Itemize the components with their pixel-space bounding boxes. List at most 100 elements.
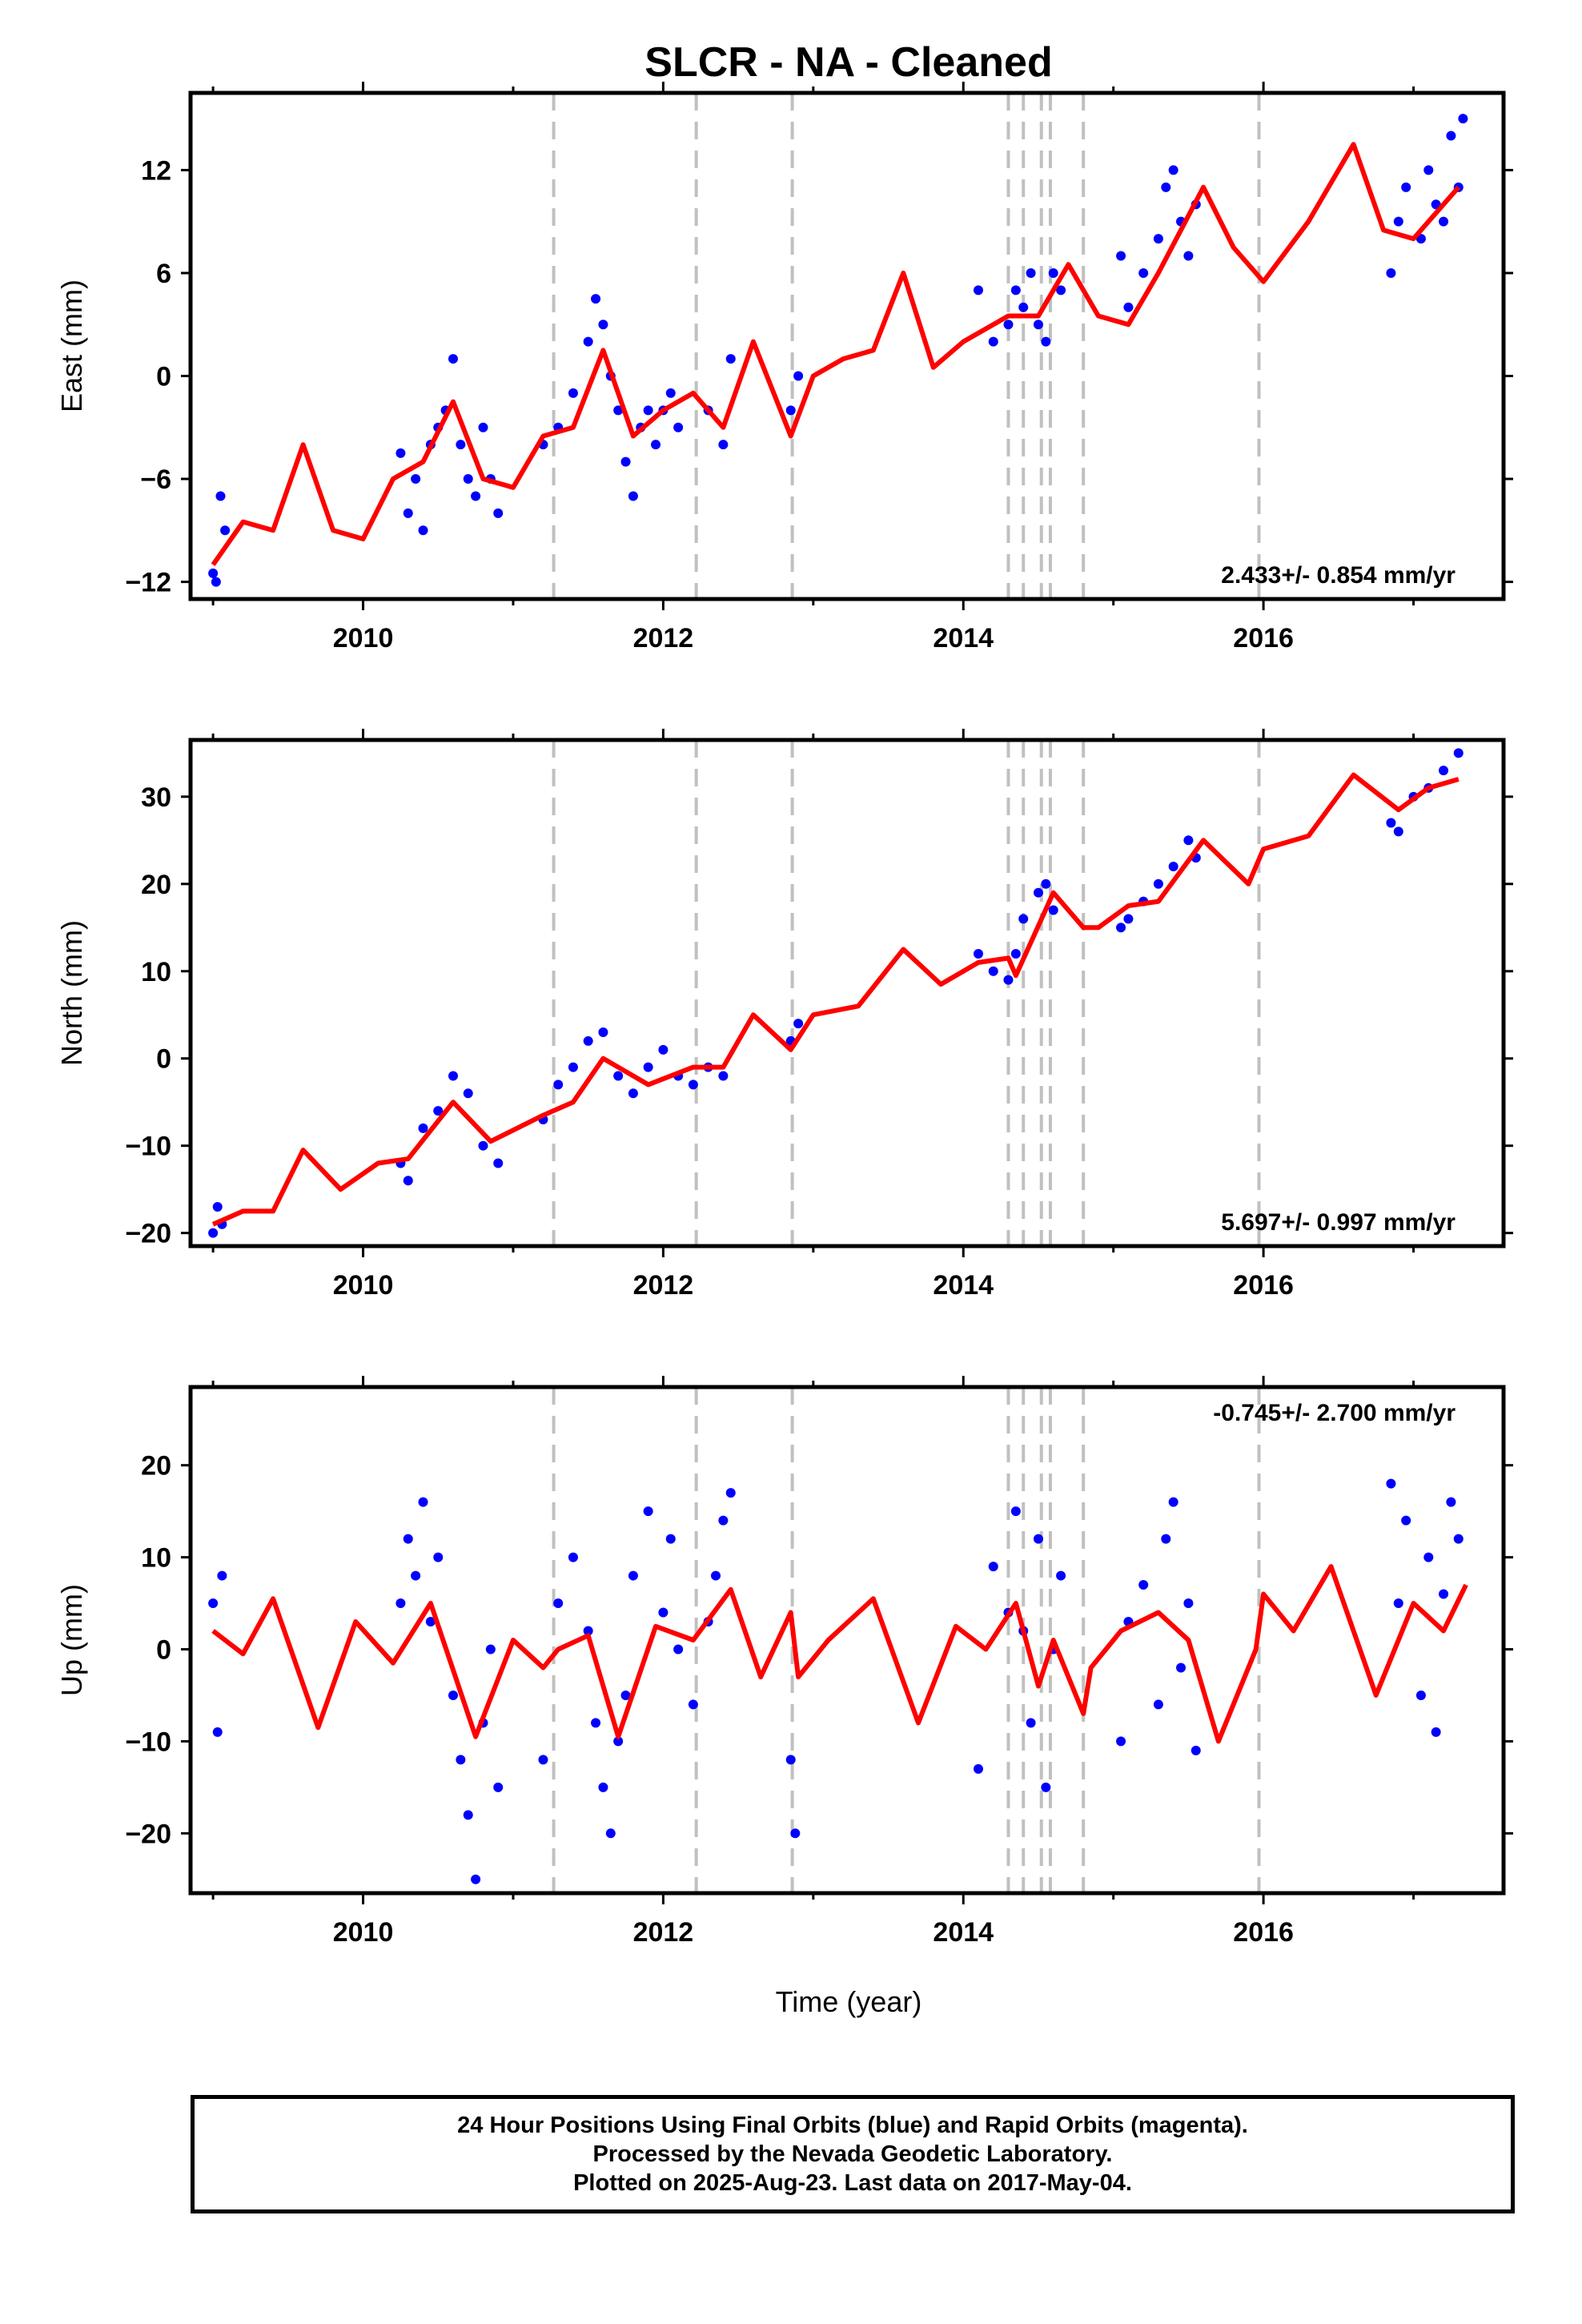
y-tick-label: 0 xyxy=(156,1044,171,1075)
data-point xyxy=(1431,1727,1441,1737)
y-tick-label: 6 xyxy=(156,259,171,289)
data-point xyxy=(1018,914,1029,924)
data-point xyxy=(493,508,504,518)
data-point xyxy=(456,440,466,450)
data-point xyxy=(1048,905,1058,915)
data-point xyxy=(1153,879,1163,889)
data-point xyxy=(658,1044,669,1055)
y-axis-title: Up (mm) xyxy=(55,1584,88,1696)
data-point xyxy=(1123,914,1134,924)
data-point xyxy=(1423,165,1434,175)
data-point xyxy=(1003,320,1014,330)
data-point xyxy=(403,508,413,518)
data-point xyxy=(793,1019,804,1029)
x-axis-title: Time (year) xyxy=(776,1985,922,2018)
x-tick-label: 2014 xyxy=(933,1270,994,1301)
x-tick-label: 2014 xyxy=(933,623,994,653)
data-point xyxy=(1041,879,1051,889)
x-tick-label: 2012 xyxy=(633,1270,694,1301)
data-point xyxy=(463,1810,473,1820)
data-point xyxy=(1386,267,1396,278)
data-point xyxy=(1138,1580,1149,1590)
data-point xyxy=(974,948,983,959)
data-point xyxy=(448,1690,458,1700)
data-point xyxy=(396,448,406,458)
data-point xyxy=(418,1497,428,1507)
data-point xyxy=(1439,766,1449,776)
data-point xyxy=(463,1088,473,1099)
panel-east: −12 −6 0 6 12 2010 2012 2014 2016 East (mm) 2.433+… xyxy=(55,82,1513,653)
data-point xyxy=(418,1123,428,1133)
data-point xyxy=(613,1071,624,1081)
data-point xyxy=(212,1727,223,1737)
data-point xyxy=(1138,267,1149,278)
x-tick-label: 2012 xyxy=(633,1917,694,1948)
panel-frame xyxy=(188,738,1506,1248)
rate-label: 5.697+/- 0.997 mm/yr xyxy=(1221,1209,1456,1236)
data-point xyxy=(471,491,481,501)
data-point xyxy=(790,1828,801,1839)
data-point xyxy=(1026,267,1036,278)
data-point xyxy=(591,1718,601,1728)
data-point xyxy=(1056,1570,1066,1581)
data-point xyxy=(1183,251,1194,261)
data-point xyxy=(673,422,684,432)
y-tick-label: 12 xyxy=(141,155,171,186)
data-point xyxy=(433,1106,444,1116)
data-point xyxy=(785,1755,796,1765)
data-point xyxy=(1183,1598,1194,1609)
data-point xyxy=(988,1562,998,1572)
data-point xyxy=(1116,1736,1126,1747)
data-point xyxy=(974,1763,983,1774)
data-point xyxy=(651,440,661,450)
panel-north: −20 −10 0 10 20 30 2010 2012 2014 2016 North (mm) 5… xyxy=(55,729,1513,1301)
data-point xyxy=(1010,948,1021,959)
x-tick-label: 2010 xyxy=(333,1917,394,1948)
data-point xyxy=(1446,131,1456,141)
model-line xyxy=(211,772,1460,1227)
data-point xyxy=(688,1699,698,1710)
data-point xyxy=(1439,216,1449,227)
data-point xyxy=(212,1201,223,1212)
panel-frame xyxy=(188,1385,1506,1896)
data-point xyxy=(1415,1690,1426,1700)
data-point xyxy=(568,388,578,398)
data-point xyxy=(1116,923,1126,933)
data-point xyxy=(208,568,219,578)
data-point xyxy=(478,1140,488,1151)
data-point xyxy=(643,1506,653,1517)
data-point xyxy=(1041,336,1051,347)
data-point xyxy=(725,1488,736,1498)
y-tick-label: 10 xyxy=(141,957,171,987)
y-tick-label: −10 xyxy=(125,1132,171,1162)
data-point xyxy=(974,285,983,296)
y-tick-label: −10 xyxy=(125,1727,171,1757)
rate-label: -0.745+/- 2.700 mm/yr xyxy=(1213,1400,1456,1426)
data-point xyxy=(1386,818,1396,828)
data-point xyxy=(538,1755,548,1765)
y-tick-label: 10 xyxy=(141,1543,171,1574)
x-tick-label: 2014 xyxy=(933,1917,994,1948)
data-point xyxy=(448,1071,458,1081)
data-point xyxy=(988,336,998,347)
data-point xyxy=(628,491,638,501)
data-point xyxy=(1010,285,1021,296)
data-point xyxy=(725,354,736,364)
footer-line-plotted: Plotted on 2025-Aug-23. Last data on 201… xyxy=(573,2170,1132,2196)
data-point xyxy=(785,405,796,416)
data-point xyxy=(628,1088,638,1099)
data-point xyxy=(463,474,473,485)
data-point xyxy=(598,1027,608,1038)
data-point xyxy=(711,1570,721,1581)
data-point xyxy=(478,422,488,432)
data-point xyxy=(688,1080,698,1090)
data-point xyxy=(591,294,601,304)
panel-frame xyxy=(188,90,1506,601)
data-point xyxy=(396,1598,406,1609)
data-point xyxy=(471,1874,481,1884)
model-line xyxy=(211,142,1461,566)
data-point xyxy=(217,1570,227,1581)
data-point xyxy=(793,371,804,381)
